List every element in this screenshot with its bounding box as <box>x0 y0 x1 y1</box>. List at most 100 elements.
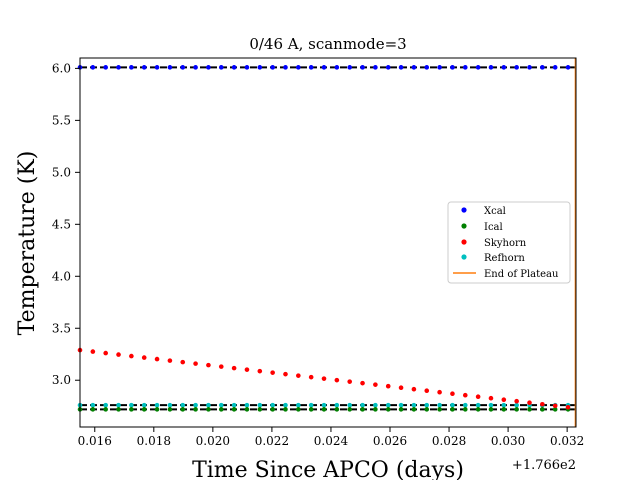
data-point <box>244 65 250 70</box>
data-point <box>527 400 532 406</box>
data-point <box>296 407 301 412</box>
y-tick-label: 5.5 <box>52 113 71 127</box>
y-tick-label: 4.0 <box>52 269 71 283</box>
plot-frame <box>79 57 577 428</box>
data-point <box>398 65 404 70</box>
data-point <box>450 402 455 408</box>
data-point <box>360 407 365 412</box>
y-tick-label: 6.0 <box>52 61 71 75</box>
data-point <box>180 407 186 412</box>
data-point <box>552 403 558 409</box>
data-point <box>514 407 519 412</box>
y-tick-label: 4.5 <box>52 217 71 231</box>
legend: Xcal Ical Skyhorn Refhorn End of Plateau <box>447 201 571 284</box>
data-point <box>270 65 275 70</box>
data-point <box>283 65 288 70</box>
data-point <box>501 407 507 412</box>
data-point <box>90 349 96 354</box>
data-point <box>411 407 417 412</box>
x-tick-label: 0.030 <box>491 434 525 448</box>
data-point <box>385 407 391 412</box>
data-point <box>218 407 224 412</box>
data-point <box>462 407 468 412</box>
data-point <box>501 397 507 403</box>
data-point <box>206 407 211 412</box>
legend-label-xcal: Xcal <box>484 206 506 217</box>
data-point <box>141 407 147 412</box>
data-point <box>514 65 519 70</box>
data-point <box>488 402 494 408</box>
data-point <box>283 371 288 377</box>
data-point <box>154 65 160 70</box>
legend-marker-xcal <box>461 207 467 213</box>
legend-marker-skyhorn <box>461 239 467 245</box>
data-point <box>218 364 224 369</box>
data-point <box>296 402 301 408</box>
data-point <box>116 407 121 412</box>
data-point <box>129 407 134 412</box>
data-point <box>450 391 455 397</box>
data-point <box>411 402 417 408</box>
series-ical <box>77 407 571 412</box>
data-point <box>527 65 532 70</box>
y-axis-label: Temperature (K) <box>15 151 40 336</box>
data-point <box>437 407 442 412</box>
data-point <box>373 402 378 408</box>
data-point <box>501 402 507 408</box>
data-point <box>540 407 545 412</box>
data-point <box>244 367 250 372</box>
data-point <box>90 65 96 70</box>
data-point <box>167 65 173 70</box>
data-point <box>103 407 108 412</box>
data-point <box>244 402 250 408</box>
data-point <box>154 402 160 408</box>
data-point <box>283 407 288 412</box>
x-tick-label: 0.018 <box>137 434 171 448</box>
data-point <box>154 356 160 362</box>
data-point <box>360 65 365 70</box>
data-point <box>334 407 340 412</box>
data-point <box>475 65 481 70</box>
data-point <box>347 65 353 70</box>
data-point <box>180 402 186 408</box>
data-point <box>373 65 378 70</box>
y-tick-label: 5.0 <box>52 165 71 179</box>
data-point <box>360 402 365 408</box>
data-point <box>398 402 404 408</box>
data-point <box>193 407 198 412</box>
data-point <box>398 385 404 390</box>
data-point <box>103 350 108 356</box>
legend-box <box>447 201 571 284</box>
data-point <box>308 374 314 380</box>
data-point <box>270 402 275 408</box>
data-point <box>193 361 198 366</box>
legend-label-end-of-plateau: End of Plateau <box>484 269 559 280</box>
data-point <box>347 407 353 412</box>
legend-label-skyhorn: Skyhorn <box>484 238 527 249</box>
data-point <box>308 402 314 408</box>
data-point <box>231 65 237 70</box>
data-point <box>334 402 340 408</box>
data-point <box>308 65 314 70</box>
data-point <box>321 407 327 412</box>
data-point <box>129 353 134 359</box>
x-tick-label: 0.024 <box>314 434 349 448</box>
data-point <box>552 65 558 70</box>
data-point <box>167 402 173 408</box>
legend-label-ical: Ical <box>484 222 503 233</box>
data-point <box>218 65 224 70</box>
data-point <box>424 65 430 70</box>
data-point <box>90 402 96 408</box>
data-point <box>373 407 378 412</box>
data-point <box>565 404 571 410</box>
data-point <box>373 382 378 387</box>
data-point <box>193 402 198 408</box>
data-point <box>321 402 327 408</box>
data-point <box>257 407 263 412</box>
data-point <box>321 376 327 381</box>
data-point <box>475 407 481 412</box>
data-point <box>514 402 519 408</box>
data-point <box>398 407 404 412</box>
data-point <box>437 389 442 395</box>
